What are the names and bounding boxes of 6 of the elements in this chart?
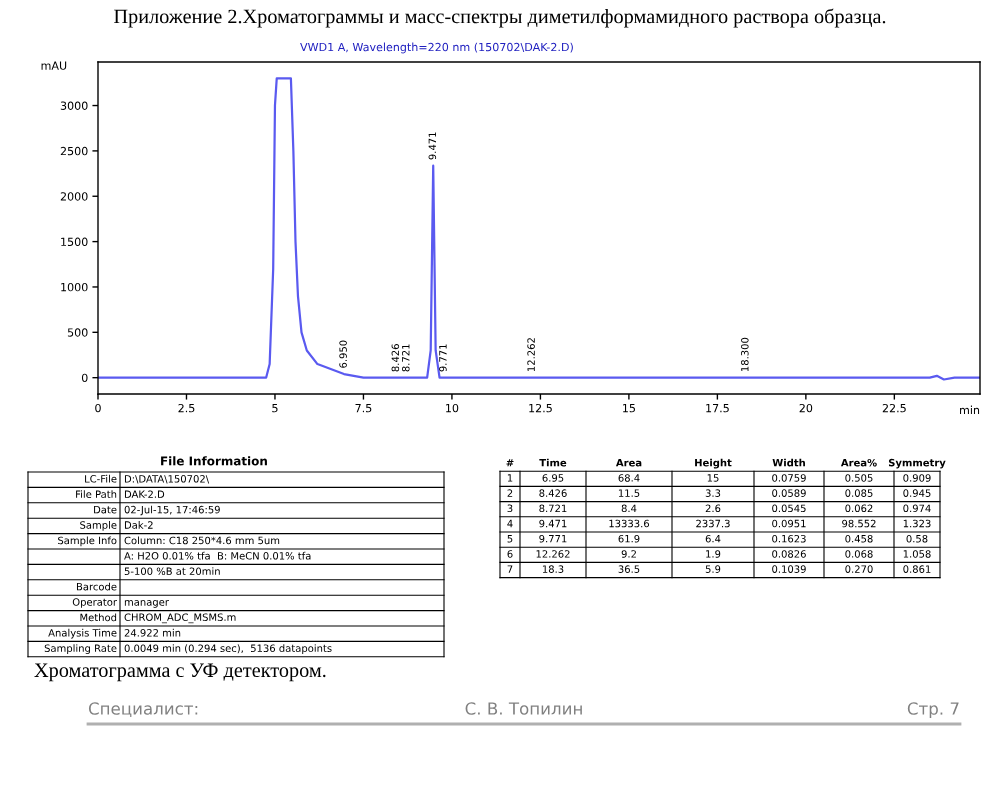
line-series	[98, 77, 980, 381]
text: Стр. 7	[907, 702, 959, 719]
text: Хроматограмма с УФ детектором.	[34, 663, 326, 682]
text: С. В. Топилин	[465, 702, 582, 715]
chart-title: Приложение 2.Хроматограммы и масс-спектры диметилформамидного раствора образца.	[114, 8, 886, 28]
text: Специалист:	[88, 702, 198, 717]
